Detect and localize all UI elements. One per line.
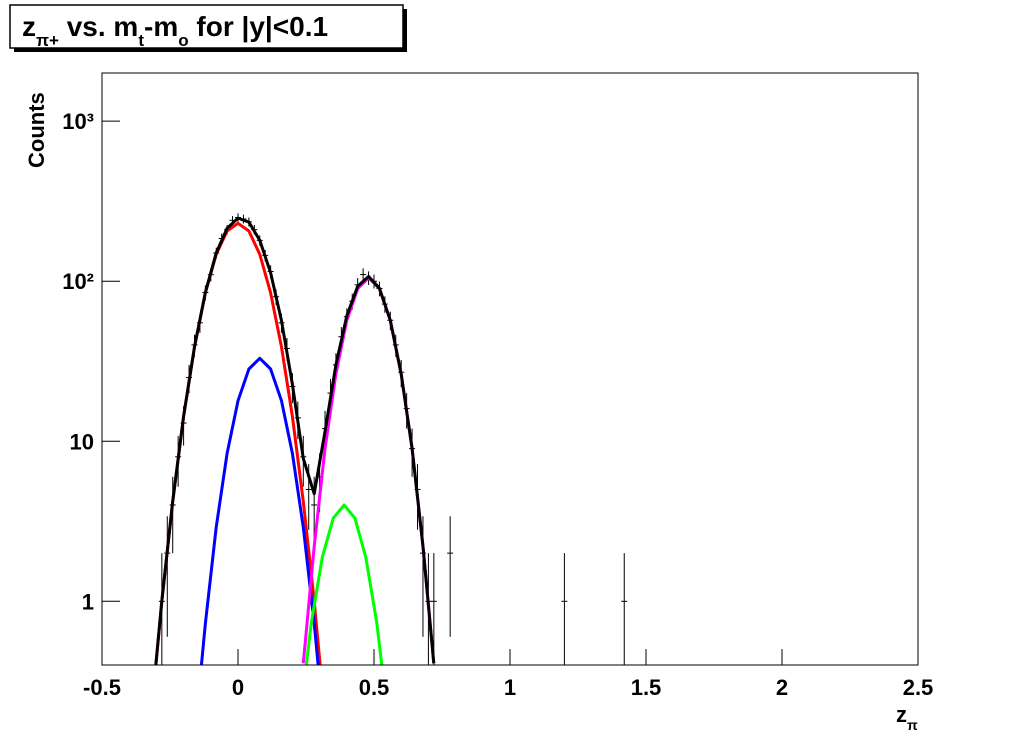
y-tick-label: 1 bbox=[82, 589, 94, 614]
fit-curve bbox=[304, 503, 384, 665]
x-tick-label: -0.5 bbox=[83, 675, 121, 700]
text-part: z bbox=[22, 11, 36, 42]
subscript: π+ bbox=[36, 31, 59, 50]
x-tick-label: 2 bbox=[776, 675, 788, 700]
x-axis-label: zπ bbox=[896, 702, 918, 733]
y-tick-label: 10² bbox=[62, 269, 94, 294]
x-tick-label: 1 bbox=[504, 675, 516, 700]
text-part: z bbox=[896, 702, 907, 727]
x-tick-label: 1.5 bbox=[631, 675, 662, 700]
subscript: t bbox=[138, 31, 144, 50]
fit-curve bbox=[154, 216, 436, 665]
text-part: vs. m bbox=[59, 11, 138, 42]
x-tick-label: 2.5 bbox=[903, 675, 934, 700]
y-tick-label: 10³ bbox=[62, 109, 94, 134]
text-part: -m bbox=[144, 11, 178, 42]
subscript: π bbox=[907, 717, 918, 733]
title-box bbox=[9, 4, 404, 49]
chart-title: zπ+ vs. mt-mo for |y|<0.1 bbox=[22, 11, 328, 50]
subscript: o bbox=[178, 31, 188, 50]
y-tick-label: 10 bbox=[70, 429, 94, 454]
y-axis-label: Counts bbox=[24, 92, 49, 168]
x-tick-label: 0 bbox=[232, 675, 244, 700]
plot-area bbox=[154, 213, 628, 665]
text-part: for |y|<0.1 bbox=[189, 11, 328, 42]
fit-curve bbox=[199, 356, 320, 665]
x-tick-label: 0.5 bbox=[359, 675, 390, 700]
